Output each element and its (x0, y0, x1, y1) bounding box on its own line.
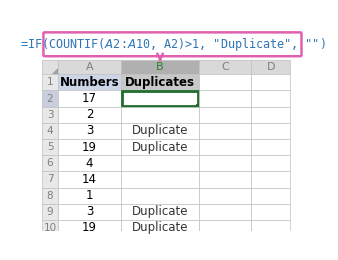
Text: 4: 4 (86, 157, 93, 170)
Text: 3: 3 (86, 125, 93, 138)
Bar (251, 107, 290, 123)
Bar (121, 220, 199, 236)
Bar (42, 107, 58, 123)
Text: 9: 9 (47, 207, 53, 217)
Text: 6: 6 (47, 158, 53, 168)
Bar (199, 123, 251, 139)
Bar (58, 107, 121, 123)
Text: 1: 1 (86, 189, 93, 202)
Bar (42, 90, 58, 107)
Bar (199, 74, 251, 90)
Bar (42, 123, 58, 139)
Text: 7: 7 (47, 174, 53, 184)
Bar (121, 90, 199, 107)
Bar (199, 61, 251, 74)
Bar (42, 155, 58, 171)
Bar (58, 90, 121, 107)
Bar (121, 74, 199, 90)
Bar (58, 123, 121, 139)
Text: 5: 5 (47, 142, 53, 152)
Bar (199, 204, 251, 220)
Bar (251, 187, 290, 204)
Text: 1: 1 (47, 77, 53, 87)
Text: Duplicate: Duplicate (132, 222, 188, 235)
Bar (121, 204, 199, 220)
Bar (42, 204, 58, 220)
Text: 14: 14 (82, 173, 97, 186)
Bar (58, 61, 121, 74)
Bar (251, 123, 290, 139)
Bar (199, 220, 251, 236)
Text: 4: 4 (47, 126, 53, 136)
Bar (42, 61, 58, 74)
Text: 2: 2 (86, 108, 93, 121)
Bar (58, 187, 121, 204)
Bar (199, 90, 251, 107)
Bar (58, 204, 121, 220)
Bar (42, 187, 58, 204)
Text: A: A (86, 62, 93, 72)
Bar (251, 139, 290, 155)
Text: Duplicate: Duplicate (132, 125, 188, 138)
Bar (58, 220, 121, 236)
Bar (42, 139, 58, 155)
Bar (42, 74, 58, 90)
Bar (251, 74, 290, 90)
Bar (251, 90, 290, 107)
Text: B: B (156, 62, 164, 72)
Text: 8: 8 (47, 191, 53, 201)
Bar (251, 171, 290, 187)
Text: C: C (221, 62, 229, 72)
Bar (199, 139, 251, 155)
Bar (121, 123, 199, 139)
Text: Numbers: Numbers (60, 76, 119, 89)
Text: Duplicate: Duplicate (132, 141, 188, 154)
Bar (58, 74, 121, 90)
Bar (196, 103, 199, 107)
Bar (121, 155, 199, 171)
Bar (251, 61, 290, 74)
Bar (121, 171, 199, 187)
Bar (251, 220, 290, 236)
Bar (58, 139, 121, 155)
Bar (42, 220, 58, 236)
Bar (121, 187, 199, 204)
Text: =IF(COUNTIF($A$2:$A$10, A2)>1, "Duplicate", ""): =IF(COUNTIF($A$2:$A$10, A2)>1, "Duplicat… (20, 36, 325, 53)
Bar (121, 139, 199, 155)
Text: 19: 19 (82, 222, 97, 235)
Bar (42, 171, 58, 187)
Text: 3: 3 (47, 110, 53, 120)
Text: 3: 3 (86, 205, 93, 218)
Bar (58, 155, 121, 171)
Polygon shape (52, 68, 58, 74)
FancyBboxPatch shape (43, 32, 301, 56)
Text: 19: 19 (82, 141, 97, 154)
Text: Duplicates: Duplicates (125, 76, 195, 89)
Text: D: D (267, 62, 275, 72)
Bar (121, 61, 199, 74)
Bar (251, 155, 290, 171)
Text: Duplicate: Duplicate (132, 205, 188, 218)
Bar (58, 171, 121, 187)
Text: 10: 10 (44, 223, 56, 233)
Bar (199, 107, 251, 123)
Bar (122, 91, 198, 106)
Text: 17: 17 (82, 92, 97, 105)
Bar (199, 171, 251, 187)
Bar (199, 187, 251, 204)
Bar (199, 155, 251, 171)
Bar (251, 204, 290, 220)
Text: 2: 2 (47, 94, 53, 103)
Bar (121, 107, 199, 123)
